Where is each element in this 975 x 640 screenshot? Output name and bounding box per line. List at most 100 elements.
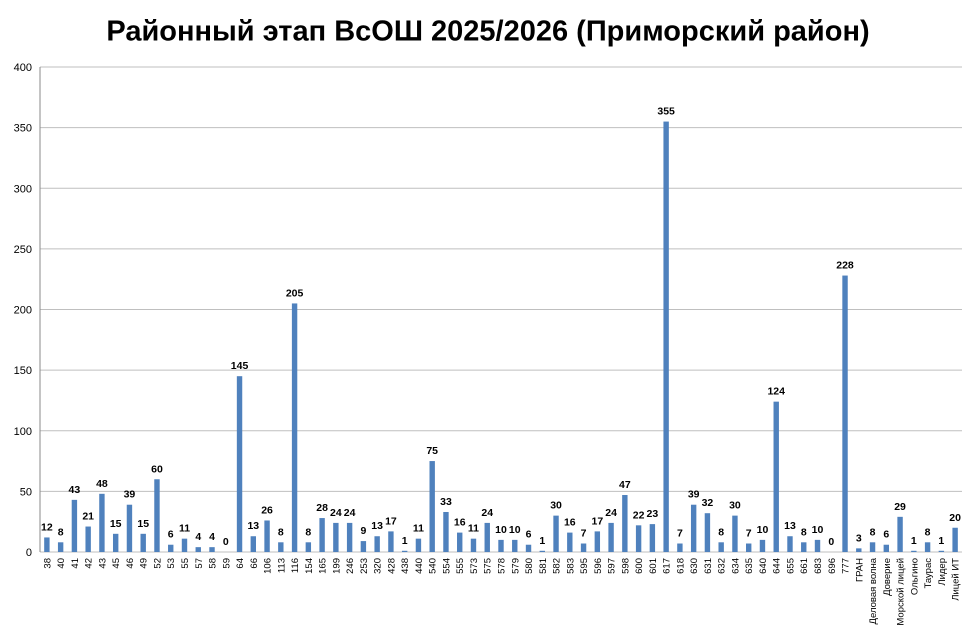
bar	[773, 401, 779, 552]
data-label: 13	[371, 520, 383, 532]
x-tick-label: 49	[139, 558, 150, 569]
x-tick-label: 596	[593, 558, 604, 574]
data-label: 13	[247, 520, 259, 532]
data-label: 29	[894, 501, 906, 513]
data-label: 30	[729, 500, 741, 512]
data-label: 8	[305, 526, 311, 538]
x-tick-label: 52	[152, 558, 163, 569]
data-label: 20	[949, 512, 961, 524]
bar	[911, 550, 917, 552]
bar	[746, 543, 752, 552]
bar	[195, 547, 201, 552]
data-label: 10	[757, 524, 769, 536]
data-label: 24	[330, 507, 342, 519]
x-tick-label: 601	[648, 558, 659, 574]
x-tick-label: 540	[428, 558, 439, 574]
x-tick-label: 554	[441, 558, 452, 574]
bar	[470, 538, 477, 552]
x-tick-label: 631	[703, 558, 714, 574]
bar	[539, 550, 545, 552]
bar	[388, 531, 394, 552]
data-label: 8	[278, 526, 284, 538]
x-tick-label: 683	[813, 558, 824, 574]
bar	[236, 376, 243, 552]
bar	[126, 504, 133, 552]
x-tick-label: 777	[841, 558, 852, 574]
bar	[567, 532, 573, 552]
x-tick-label: 582	[552, 558, 563, 574]
x-tick-label: 165	[318, 558, 329, 574]
x-tick-label: 600	[634, 558, 645, 574]
x-tick-label: 579	[510, 558, 521, 574]
x-tick-label: 578	[497, 558, 508, 574]
x-tick-label: 634	[730, 558, 741, 574]
bar	[291, 303, 298, 552]
data-label: 8	[801, 526, 807, 538]
data-label: 7	[746, 528, 752, 540]
data-label: 0	[828, 536, 834, 548]
x-tick-label: 41	[70, 558, 81, 569]
bar	[663, 121, 669, 552]
data-label: 9	[360, 525, 366, 537]
data-label: 39	[688, 489, 700, 501]
x-tick-label: 42	[84, 558, 95, 569]
bar	[360, 541, 367, 552]
bar	[498, 539, 504, 552]
x-tick-label: Лицей ИТ	[951, 558, 962, 601]
data-label: 6	[883, 529, 889, 541]
bar	[787, 536, 793, 552]
bar	[759, 539, 766, 552]
bar	[801, 542, 807, 552]
data-label: 8	[870, 526, 876, 538]
x-tick-label: 53	[166, 558, 177, 569]
x-tick-label: 598	[620, 558, 631, 574]
bar	[346, 522, 353, 552]
bar	[704, 513, 711, 552]
x-tick-label: 618	[675, 558, 686, 574]
x-tick-label: 595	[579, 558, 590, 574]
x-tick-label: 440	[414, 558, 425, 574]
x-tick-label: Деловая волна	[868, 557, 879, 624]
data-label: 21	[82, 511, 94, 523]
data-label: 28	[316, 502, 328, 514]
x-tick-label: 438	[400, 558, 411, 574]
bar	[690, 504, 697, 552]
data-label: 4	[209, 531, 215, 543]
bar	[319, 518, 325, 552]
data-label: 17	[591, 515, 603, 527]
data-label: 205	[286, 287, 304, 299]
data-label: 10	[812, 524, 824, 536]
x-tick-label: 45	[111, 558, 122, 569]
x-tick-label: 661	[799, 558, 810, 574]
data-label: 7	[677, 528, 683, 540]
bar	[57, 542, 64, 552]
bar	[71, 499, 78, 552]
data-label: 8	[925, 526, 931, 538]
bar	[429, 461, 435, 552]
bar	[168, 544, 174, 552]
bar	[181, 538, 188, 552]
bar	[649, 524, 656, 552]
y-tick-label: 400	[14, 62, 32, 74]
x-tick-label: Доверие	[882, 558, 893, 596]
bar	[305, 542, 312, 552]
bar	[924, 542, 931, 552]
y-tick-label: 300	[14, 183, 32, 195]
bar	[44, 537, 50, 552]
bar	[512, 539, 518, 552]
data-label: 6	[168, 529, 174, 541]
data-label: 228	[836, 260, 854, 272]
data-label: 30	[550, 500, 562, 512]
x-tick-label: 59	[221, 558, 232, 569]
y-tick-label: 50	[20, 486, 32, 498]
x-tick-label: 113	[276, 558, 287, 573]
bar	[718, 542, 724, 552]
bar	[85, 526, 91, 552]
x-tick-label: 106	[263, 558, 274, 574]
bar	[99, 493, 105, 552]
y-tick-label: 250	[14, 244, 32, 256]
data-label: 13	[784, 520, 796, 532]
x-tick-label: 320	[373, 558, 384, 574]
x-tick-label: 154	[304, 558, 315, 574]
